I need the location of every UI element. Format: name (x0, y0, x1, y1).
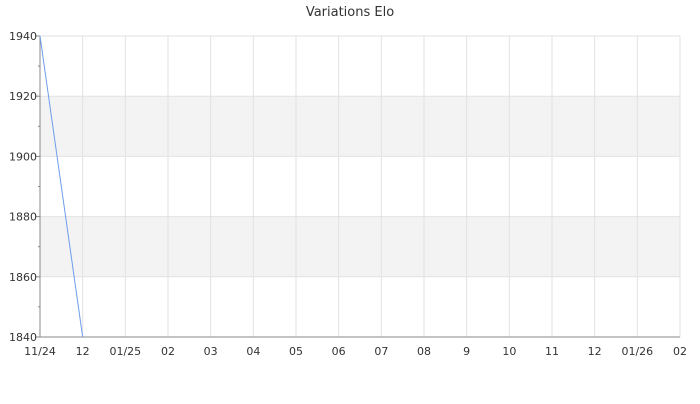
x-tick-label: 9 (463, 345, 470, 358)
grid-band (40, 216, 680, 277)
x-tick-label: 01/26 (621, 345, 653, 358)
y-tick-label: 1920 (9, 90, 37, 103)
x-tick-label: 05 (289, 345, 303, 358)
y-tick-label: 1880 (9, 211, 37, 224)
x-tick-label: 07 (374, 345, 388, 358)
x-tick-label: 12 (588, 345, 602, 358)
x-tick-label: 01/25 (109, 345, 141, 358)
x-tick-label: 11/24 (24, 345, 56, 358)
y-tick-label: 1940 (9, 30, 37, 43)
x-tick-label: 02 (673, 345, 687, 358)
x-tick-label: 04 (246, 345, 260, 358)
elo-line (39, 35, 84, 338)
x-tick-label: 11 (545, 345, 559, 358)
x-tick-label: 03 (204, 345, 218, 358)
grid-band (40, 96, 680, 157)
y-tick-label: 1840 (9, 331, 37, 344)
chart-title: Variations Elo (306, 5, 394, 20)
x-tick-label: 10 (502, 345, 516, 358)
x-tick-label: 06 (332, 345, 346, 358)
y-tick-label: 1900 (9, 150, 37, 163)
x-tick-label: 08 (417, 345, 431, 358)
x-tick-label: 12 (76, 345, 90, 358)
y-tick-label: 1860 (9, 271, 37, 284)
x-tick-label: 02 (161, 345, 175, 358)
